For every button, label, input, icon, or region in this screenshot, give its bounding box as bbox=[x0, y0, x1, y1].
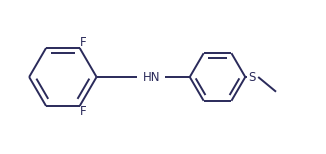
Text: F: F bbox=[81, 105, 87, 118]
Text: F: F bbox=[81, 36, 87, 49]
Text: HN: HN bbox=[143, 71, 161, 83]
Text: S: S bbox=[248, 71, 256, 83]
